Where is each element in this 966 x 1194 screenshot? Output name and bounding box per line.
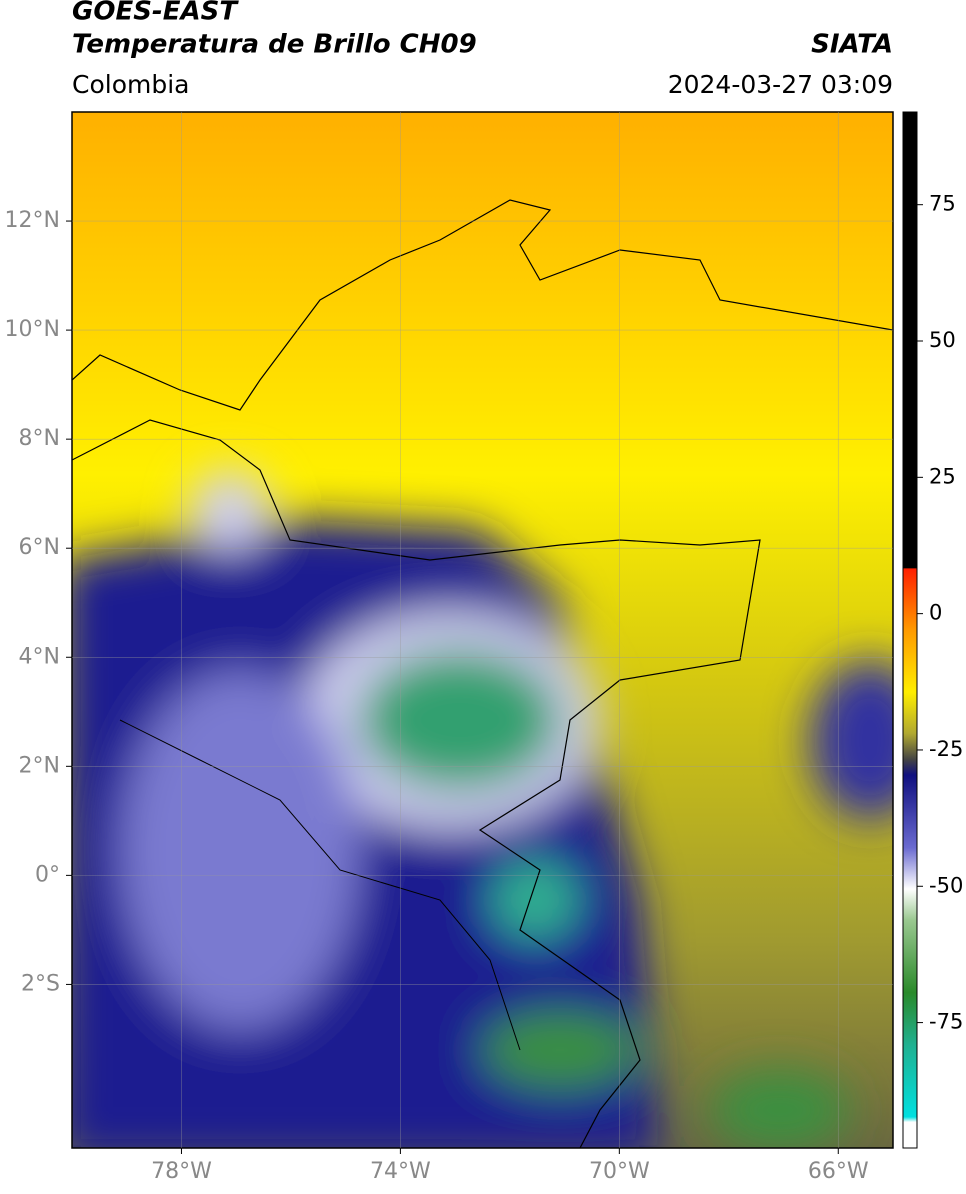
title: GOES-EAST — [72, 0, 239, 27]
colorbar-tick-label: 50 — [929, 328, 956, 352]
y-tick-label: 10°N — [5, 317, 60, 342]
colorbar — [902, 111, 918, 1149]
map-frame — [71, 111, 894, 1149]
colorbar-tick-label: 25 — [929, 464, 956, 488]
colorbar-tick-label: -75 — [929, 1010, 963, 1034]
y-tick-label: 4°N — [19, 644, 60, 669]
y-tick-label: 8°N — [19, 426, 60, 451]
y-tick-label: 2°S — [21, 971, 60, 996]
y-tick-label: 0° — [35, 862, 60, 887]
y-tick-label: 12°N — [5, 208, 60, 233]
colorbar-tick-label: 0 — [929, 601, 942, 625]
subtitle: Temperatura de Brillo CH09 — [72, 30, 477, 60]
x-tick-label: 78°W — [151, 1159, 212, 1184]
datetime: 2024-03-27 03:09 — [668, 70, 893, 99]
x-tick-label: 74°W — [370, 1159, 431, 1184]
y-tick-label: 2°N — [19, 753, 60, 778]
x-tick-label: 70°W — [589, 1159, 650, 1184]
colorbar-tick-label: -50 — [929, 873, 963, 897]
source: SIATA — [811, 30, 893, 60]
colorbar-tick-label: -25 — [929, 737, 963, 761]
region: Colombia — [72, 70, 189, 99]
x-tick-label: 66°W — [808, 1159, 869, 1184]
satellite-image — [72, 112, 893, 1148]
colorbar-tick-label: 75 — [929, 192, 956, 216]
y-tick-label: 6°N — [19, 535, 60, 560]
